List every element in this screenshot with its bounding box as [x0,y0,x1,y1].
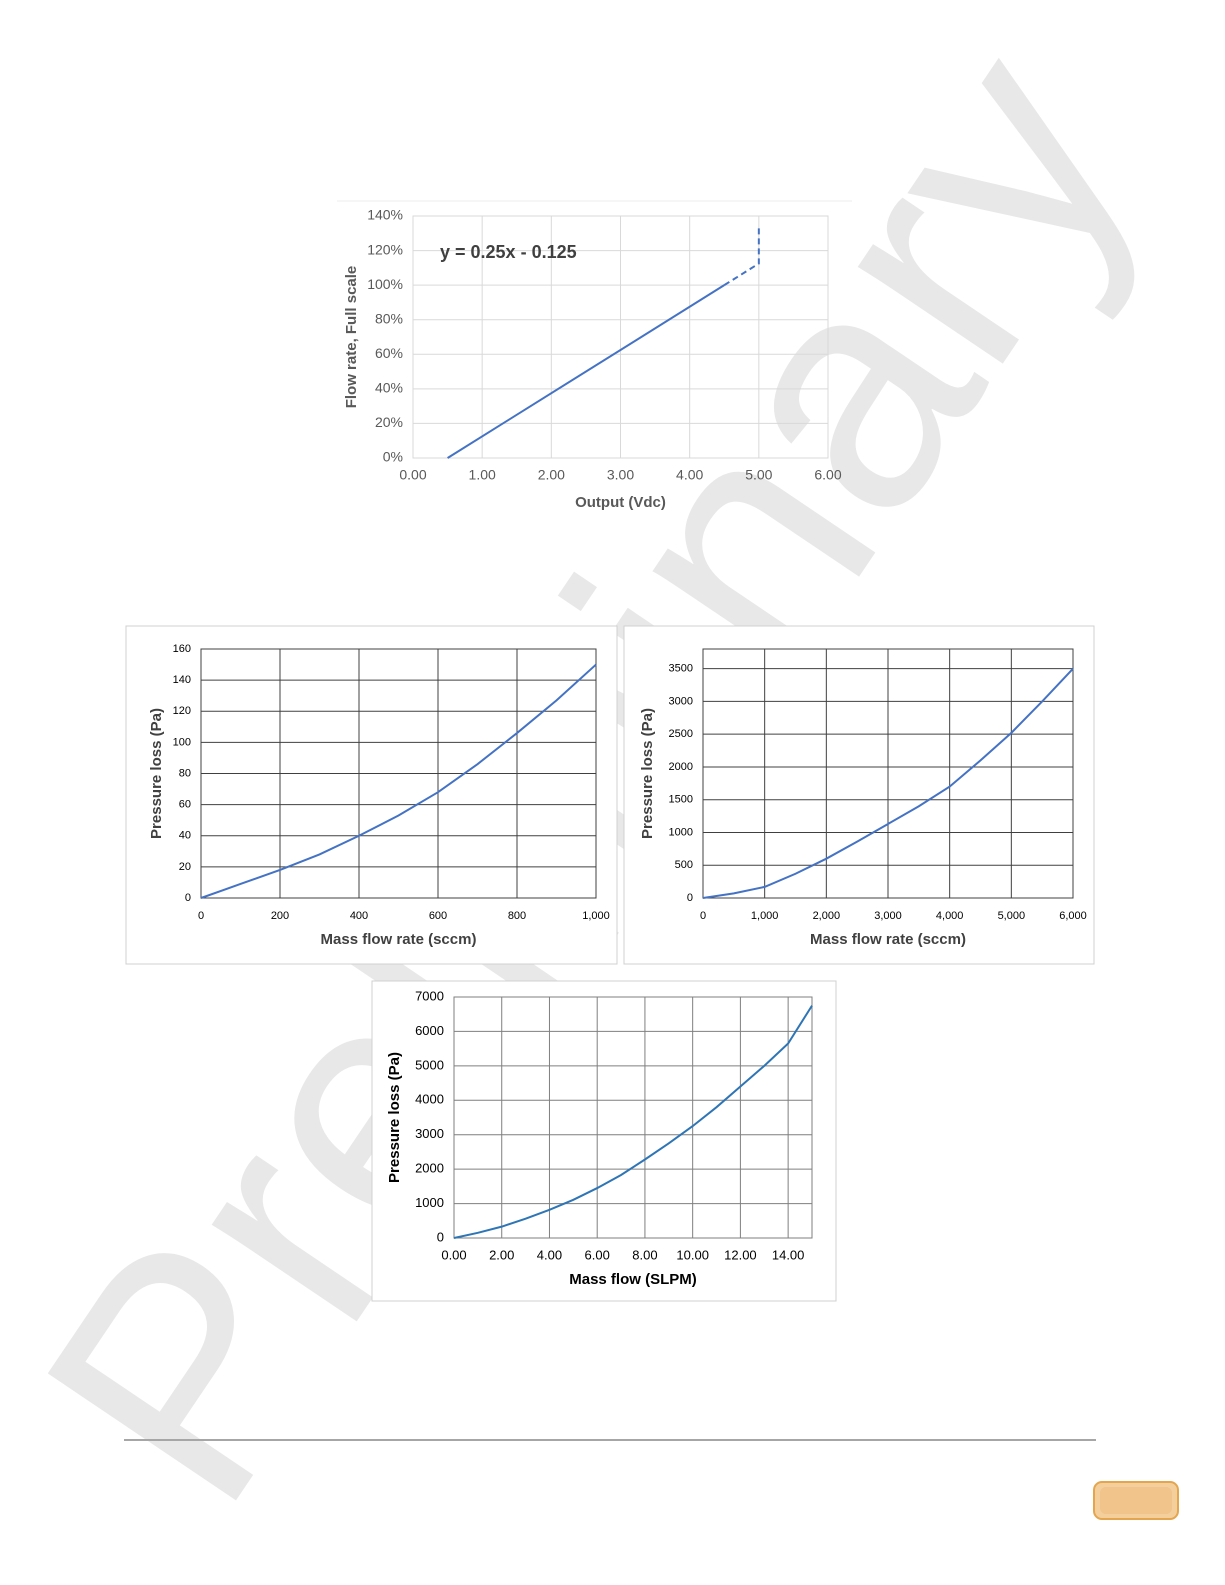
y-tick-label: 60% [375,345,403,361]
x-tick-label: 600 [429,910,447,922]
data-line [447,284,725,459]
x-tick-label: 0 [700,910,706,922]
y-tick-label: 7000 [415,988,444,1003]
chart-frame [371,980,837,1302]
x-tick-label: 4.00 [537,1247,562,1262]
y-tick-label: 5000 [415,1057,444,1072]
x-tick-label: 1,000 [751,910,779,922]
y-tick-label: 4000 [415,1092,444,1107]
y-tick-label: 2500 [669,728,693,740]
y-tick-label: 100% [367,276,403,292]
x-tick-label: 1,000 [582,910,610,922]
y-axis-title: Pressure loss (Pa) [639,708,656,839]
x-tick-label: 0.00 [399,467,426,483]
y-tick-label: 20% [375,414,403,430]
x-tick-label: 2,000 [813,910,841,922]
x-axis-title: Output (Vdc) [575,494,666,511]
annotation: y = 0.25x - 0.125 [440,242,577,262]
data-line [453,1005,813,1239]
y-tick-label: 2000 [669,761,693,773]
y-tick-label: 140 [173,674,191,686]
x-tick-label: 0 [198,910,204,922]
x-tick-label: 6,000 [1059,910,1087,922]
x-axis-title: Mass flow (SLPM) [569,1271,697,1288]
x-tick-label: 12.00 [724,1247,757,1262]
x-tick-label: 6.00 [585,1247,610,1262]
x-tick-label: 10.00 [676,1247,709,1262]
y-tick-label: 40% [375,380,403,396]
x-tick-label: 8.00 [632,1247,657,1262]
chart-frame [623,625,1095,965]
y-tick-label: 40 [179,830,191,842]
y-tick-label: 1000 [669,826,693,838]
x-tick-label: 5.00 [745,467,772,483]
data-line [723,224,760,286]
x-tick-label: 2.00 [538,467,565,483]
x-tick-label: 4,000 [936,910,964,922]
x-tick-label: 5,000 [998,910,1026,922]
y-axis-title: Flow rate, Full scale [343,266,360,409]
data-line [702,667,1074,899]
y-tick-label: 2000 [415,1161,444,1176]
data-line [200,663,597,899]
y-tick-label: 100 [173,736,191,748]
y-tick-label: 1000 [415,1195,444,1210]
x-axis-title: Mass flow rate (sccm) [321,931,477,948]
y-tick-label: 0 [185,892,191,904]
y-tick-label: 1500 [669,794,693,806]
x-tick-label: 0.00 [441,1247,466,1262]
x-tick-label: 2.00 [489,1247,514,1262]
x-tick-label: 800 [508,910,526,922]
y-tick-label: 20 [179,861,191,873]
chart-frame [125,625,618,965]
y-tick-label: 0% [383,449,403,465]
y-tick-label: 120 [173,705,191,717]
y-tick-label: 3500 [669,663,693,675]
page-number-inner [1100,1487,1172,1514]
y-tick-label: 60 [179,799,191,811]
y-tick-label: 80 [179,767,191,779]
x-tick-label: 3.00 [607,467,634,483]
y-tick-label: 80% [375,310,403,326]
x-tick-label: 6.00 [814,467,841,483]
x-tick-label: 3,000 [874,910,902,922]
y-tick-label: 0 [687,892,693,904]
y-tick-label: 160 [173,643,191,655]
x-tick-label: 200 [271,910,289,922]
y-tick-label: 6000 [415,1023,444,1038]
y-tick-label: 500 [675,859,693,871]
x-tick-label: 4.00 [676,467,703,483]
y-tick-label: 120% [367,241,403,257]
y-tick-label: 0 [437,1229,444,1244]
y-tick-label: 3000 [669,695,693,707]
y-tick-label: 3000 [415,1126,444,1141]
x-tick-label: 400 [350,910,368,922]
x-axis-title: Mass flow rate (sccm) [810,931,966,948]
y-axis-title: Pressure loss (Pa) [386,1052,403,1183]
x-tick-label: 1.00 [469,467,496,483]
y-axis-title: Pressure loss (Pa) [148,708,165,839]
y-tick-label: 140% [367,207,403,223]
x-tick-label: 14.00 [772,1247,805,1262]
